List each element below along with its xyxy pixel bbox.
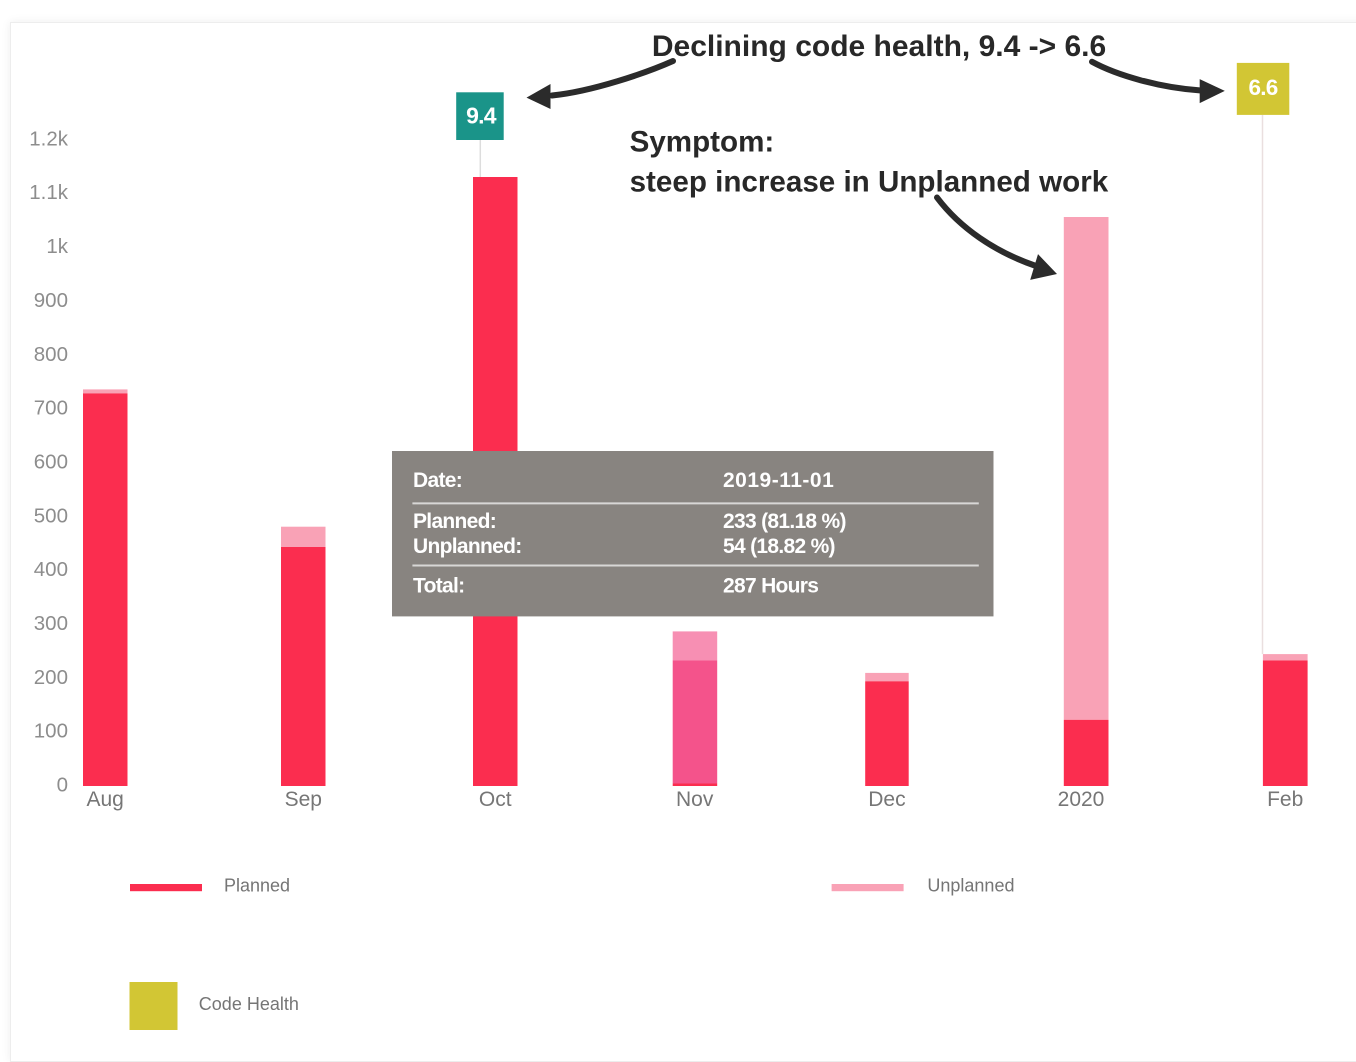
svg-text:Aug: Aug [87, 788, 124, 811]
svg-text:1k: 1k [46, 235, 68, 258]
svg-text:Date:: Date: [413, 469, 462, 492]
svg-text:Planned:: Planned: [413, 510, 496, 533]
svg-text:400: 400 [34, 558, 68, 581]
svg-text:54 (18.82 %): 54 (18.82 %) [723, 535, 835, 558]
svg-text:Feb: Feb [1267, 788, 1303, 811]
svg-text:500: 500 [34, 504, 68, 527]
svg-text:0: 0 [57, 774, 68, 797]
svg-text:233 (81.18 %): 233 (81.18 %) [723, 510, 846, 533]
svg-text:300: 300 [34, 612, 68, 635]
svg-text:287 Hours: 287 Hours [723, 575, 818, 598]
svg-text:600: 600 [34, 451, 68, 474]
svg-text:900: 900 [34, 289, 68, 312]
svg-text:2019-11-01: 2019-11-01 [723, 469, 834, 492]
svg-text:Sep: Sep [285, 788, 322, 811]
svg-text:800: 800 [34, 343, 68, 366]
svg-text:700: 700 [34, 397, 68, 420]
svg-text:Code Health: Code Health [199, 994, 299, 1014]
svg-text:9.4: 9.4 [466, 103, 497, 129]
svg-text:Unplanned: Unplanned [927, 876, 1014, 896]
svg-text:Oct: Oct [479, 788, 512, 811]
svg-text:steep increase in Unplanned wo: steep increase in Unplanned work [630, 165, 1109, 198]
svg-text:2020: 2020 [1058, 788, 1105, 811]
svg-text:1.1k: 1.1k [29, 181, 68, 204]
svg-text:Planned: Planned [224, 876, 290, 896]
svg-text:Dec: Dec [868, 788, 905, 811]
svg-text:100: 100 [34, 720, 68, 743]
svg-text:Total:: Total: [413, 575, 464, 598]
svg-text:Nov: Nov [676, 788, 714, 811]
svg-text:6.6: 6.6 [1249, 75, 1278, 100]
svg-text:Declining code health, 9.4 ->: Declining code health, 9.4 -> 6.6 [652, 30, 1106, 63]
svg-text:200: 200 [34, 666, 68, 689]
svg-text:Unplanned:: Unplanned: [413, 535, 522, 558]
svg-text:1.2k: 1.2k [29, 127, 68, 150]
svg-text:Symptom:: Symptom: [630, 126, 775, 159]
